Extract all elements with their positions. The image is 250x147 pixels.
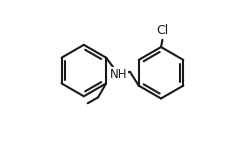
Text: NH: NH — [110, 68, 127, 81]
Text: Cl: Cl — [156, 25, 168, 37]
